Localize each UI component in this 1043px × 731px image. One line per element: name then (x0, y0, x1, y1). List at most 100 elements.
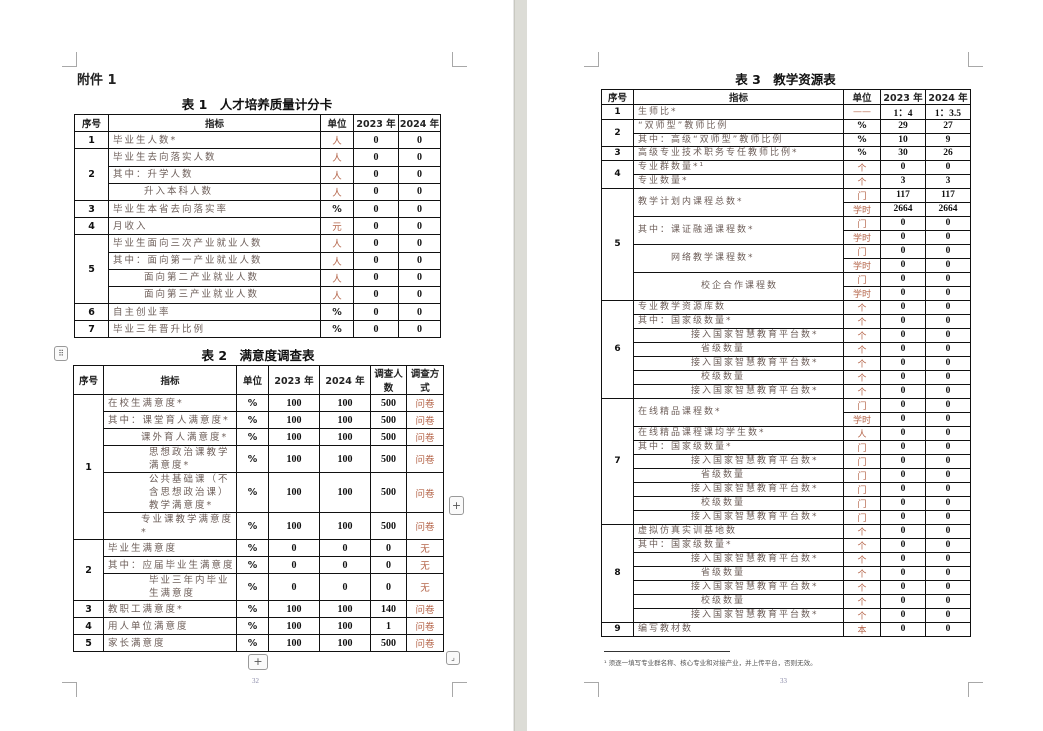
indicator-label: 其中：国家级数量* (633, 439, 844, 455)
indicator-label: 专业课教学满意度* (103, 512, 237, 540)
value-2024: 0 (925, 537, 971, 553)
table-row: 专业数量* 个 3 3 (602, 173, 971, 189)
value-2023: 0 (880, 537, 926, 553)
value-2023: 0 (880, 565, 926, 581)
indicator-label: 在线精品课程课均学生数* (633, 425, 844, 441)
survey-count: 500 (370, 512, 407, 540)
value-2024: 0 (925, 579, 971, 595)
table2-title: 表 2 满意度调查表 (201, 348, 315, 363)
indicator-label: 接入国家智慧教育平台数* (633, 383, 844, 399)
table-row: 公共基础课（不含思想政治课）教学满意度*% 100 100 500 问卷 (74, 472, 444, 513)
indicator-label: 其中：课证融通课程数* (633, 215, 844, 245)
table-row: 4 月收入元 0 0 (74, 217, 441, 236)
table-row: 1 在校生满意度*% 100 100 500 问卷 (73, 394, 444, 540)
add-column-button[interactable]: + (449, 496, 464, 515)
value-2023: 0 (353, 234, 399, 253)
column-header: 调查方式 (406, 365, 444, 395)
value-2023: 0 (353, 268, 399, 287)
table-row: 校级数量个 0 0 (602, 593, 971, 609)
indicator-label: 接入国家智慧教育平台数* (633, 453, 844, 469)
table-row: 2 毕业生去向落实人数人 0 0 (74, 148, 441, 201)
indicator-label: 接入国家智慧教育平台数* (633, 579, 844, 595)
indicator-label: 面向第二产业就业人数 (108, 268, 321, 287)
table-row: 5 毕业生面向三次产业就业人数人 0 0 (74, 234, 441, 305)
value-2024: 0 (925, 341, 971, 357)
unit-cell: 门 (843, 453, 881, 469)
indicator-label: 编写教材数 (633, 621, 844, 637)
indicator-label: 课外育人满意度* (103, 428, 237, 446)
table-row: 9 编写教材数本 0 0 (601, 621, 971, 637)
indicator-label: 用人单位满意度 (103, 617, 237, 635)
unit-cell: 人 (320, 148, 354, 167)
unit-cell: 个 (843, 565, 881, 581)
value-2023: 0 (880, 551, 926, 567)
unit-cell: 个 (843, 299, 881, 315)
indicator-label: 接入国家智慧教育平台数* (633, 481, 844, 497)
value-2023: 0 (353, 199, 399, 219)
unit-cell: 门 (843, 187, 881, 203)
table-resize-handle[interactable]: ⌟ (446, 651, 460, 665)
value-2024: 0 (925, 397, 971, 413)
row-number: 5 (601, 187, 634, 301)
value-2023: 0 (353, 303, 399, 322)
value-2024: 0 (398, 165, 441, 184)
indicator-label: 虚拟仿真实训基地数 (633, 523, 844, 539)
value-2023: 100 (268, 428, 320, 446)
row-number: 7 (601, 397, 634, 525)
unit-cell: % (236, 617, 269, 635)
unit-cell: % (320, 320, 354, 339)
value-2023: 0 (353, 320, 399, 339)
column-header: 调查人数 (370, 365, 407, 395)
table-row: 思想政治课教学满意度*% 100 100 500 问卷 (74, 445, 444, 473)
value-2024: 100 (319, 512, 371, 540)
table-row: 6 自主创业率% 0 0 (74, 303, 441, 322)
value-2024: 1：3.5 (925, 104, 971, 120)
crop-mark (584, 682, 599, 697)
add-row-button[interactable]: + (248, 654, 268, 670)
value-2023: 0 (353, 217, 399, 236)
value-2024: 100 (319, 600, 371, 618)
unit-cell: 学时 (843, 201, 881, 217)
row-number: 1 (74, 131, 109, 150)
indicator-label: 省级数量 (633, 565, 844, 581)
unit-cell: 个 (843, 159, 881, 175)
value-2024: 0 (319, 573, 371, 601)
indicator-label: 在线精品课程数* (633, 397, 844, 427)
indicator-label: 专业群数量*¹ (633, 159, 844, 175)
unit-cell: % (236, 428, 269, 446)
survey-count: 140 (370, 600, 407, 618)
survey-method: 问卷 (406, 445, 444, 473)
unit-cell: 学时 (843, 229, 881, 245)
unit-cell: 个 (843, 341, 881, 357)
value-2023: 0 (880, 579, 926, 595)
table-row: 接入国家智慧教育平台数* 个 0 0 (602, 355, 971, 371)
table-row: 2 “双师型”教师比例% 29 27 (601, 118, 971, 148)
table-row: 接入国家智慧教育平台数* 个 0 0 (602, 607, 971, 623)
unit-cell: % (843, 119, 881, 134)
unit-cell: 个 (843, 173, 881, 189)
indicator-label: 其中：课堂育人满意度* (103, 411, 237, 429)
row-number: 2 (73, 539, 104, 601)
table-row: 接入国家智慧教育平台数* 个 0 0 (602, 579, 971, 595)
teaching-resources-table: 序号 指标 单位 2023 年 2024 年 1 生师比* —— 1：4 1：3.5 2 “双师型”教… (601, 89, 971, 637)
table-row: 面向第三产业就业人数人 0 0 (75, 285, 441, 305)
value-2024: 100 (319, 472, 371, 513)
survey-count: 500 (370, 445, 407, 473)
table-row: 接入国家智慧教育平台数* 门 0 0 (602, 481, 971, 497)
value-2023: 10 (880, 132, 926, 148)
value-2024: 0 (398, 320, 441, 339)
table-move-handle[interactable]: ⠿ (54, 346, 68, 361)
value-2023: 0 (880, 229, 926, 245)
column-header: 指标 (103, 365, 237, 395)
table-row: 3 毕业生本省去向落实率% 0 0 (74, 199, 441, 219)
value-2024: 0 (319, 539, 371, 557)
value-2023: 0 (880, 607, 926, 623)
value-2024: 0 (925, 215, 971, 231)
row-number: 2 (601, 118, 634, 148)
table-row: 专业课教学满意度*% 100 100 500 问卷 (74, 512, 444, 540)
unit-cell: % (236, 394, 269, 412)
row-number: 4 (74, 217, 109, 236)
unit-cell: 门 (843, 215, 881, 231)
indicator-label: 公共基础课（不含思想政治课）教学满意度* (103, 472, 237, 513)
table-row: 校级数量个 0 0 (602, 369, 971, 385)
